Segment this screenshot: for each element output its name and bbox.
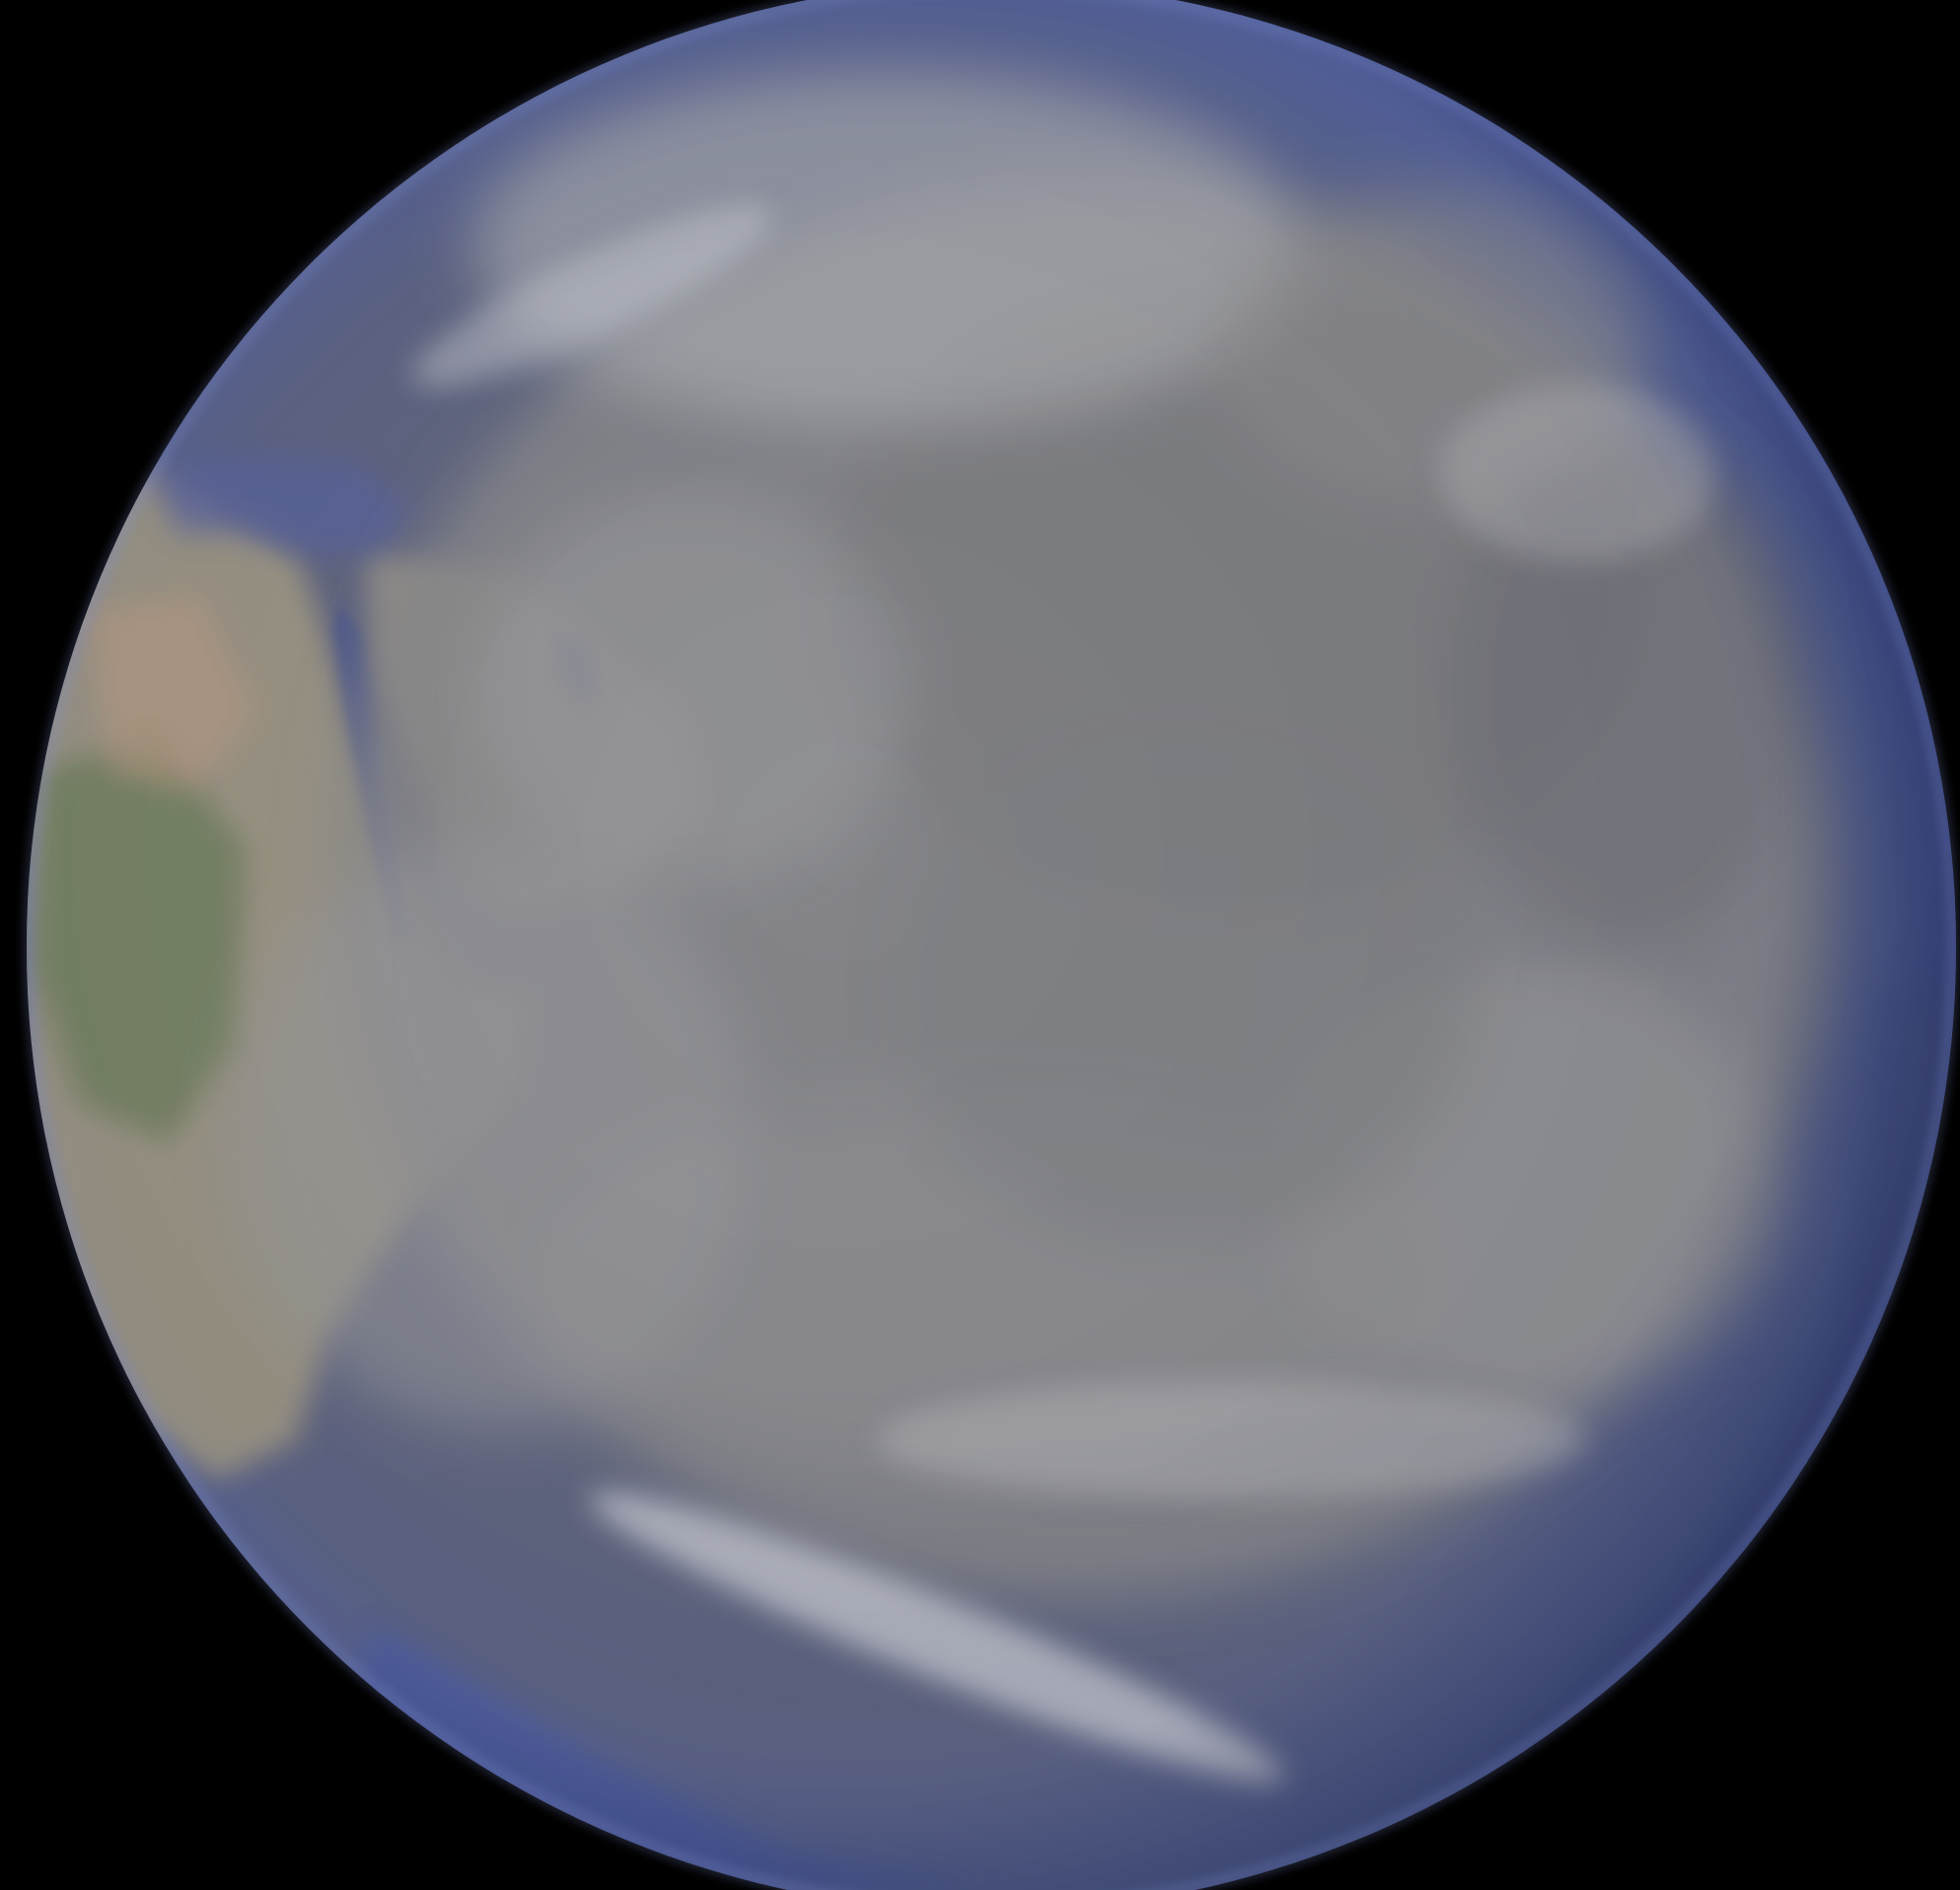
atmosphere-limb [27, 0, 1956, 1890]
